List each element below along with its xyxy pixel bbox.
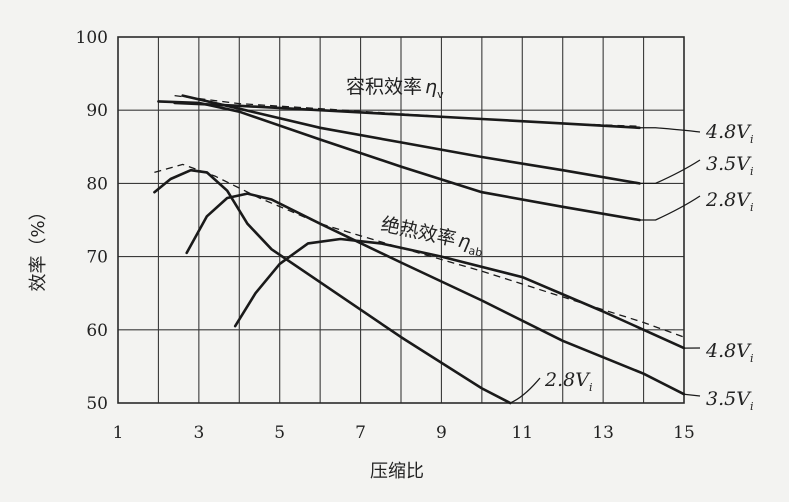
leader-line: [684, 394, 700, 396]
volumetric-annotation-text: 容积效率: [346, 76, 422, 98]
series-volumetric-4-8V: [175, 103, 640, 128]
series-label: 3.5Vi: [706, 153, 753, 178]
y-axis-title: 效率（%）: [28, 202, 49, 291]
series-label: 3.5Vi: [706, 388, 753, 413]
series-label-main: 2.8V: [544, 369, 591, 391]
series-label-sub: i: [589, 381, 593, 394]
series-label-main: 2.8V: [705, 189, 752, 211]
leader-line: [640, 196, 700, 220]
volumetric-annotation-sub: v: [437, 88, 444, 101]
x-tick-label: 3: [193, 423, 204, 443]
series-label-main: 3.5V: [706, 153, 752, 175]
leader-line: [510, 378, 540, 403]
series-label-sub: i: [750, 201, 754, 214]
leader-line: [640, 128, 700, 132]
series-label-main: 4.8V: [705, 121, 752, 143]
series-volumetric-2-8V: [158, 101, 639, 220]
y-tick-label: 90: [86, 101, 108, 121]
x-tick-label: 9: [436, 423, 447, 443]
x-tick-label: 11: [511, 423, 533, 443]
series-label-sub: i: [750, 133, 754, 146]
envelope-lines: [154, 96, 684, 338]
x-tick-label: 15: [673, 423, 695, 443]
series-label: 4.8Vi: [705, 121, 753, 146]
series-adiabatic-2-8V: [154, 170, 510, 403]
y-tick-label: 100: [76, 28, 108, 48]
y-tick-label: 60: [86, 321, 108, 341]
series-label-main: 3.5V: [706, 388, 752, 410]
series-label-main: 4.8V: [705, 340, 752, 362]
y-tick-label: 50: [86, 394, 108, 414]
x-tick-label: 7: [355, 423, 366, 443]
svg-text:绝热效率ηab: 绝热效率ηab: [378, 213, 486, 259]
y-tick-label: 80: [86, 174, 108, 194]
series-lines: [154, 96, 684, 403]
adiabatic-annotation-sub: ab: [467, 244, 483, 260]
series-label-sub: i: [750, 400, 754, 413]
series-label-sub: i: [750, 165, 754, 178]
x-tick-label: 1: [113, 423, 124, 443]
series-label-sub: i: [750, 352, 754, 365]
volumetric-annotation-symbol: η: [425, 76, 437, 98]
adiabatic-efficiency-annotation: 绝热效率ηab: [378, 213, 486, 259]
x-tick-label: 5: [274, 423, 285, 443]
leader-line: [640, 160, 700, 183]
series-label: 4.8Vi: [705, 340, 753, 365]
series-label: 2.8Vi: [544, 369, 592, 394]
series-label: 2.8Vi: [705, 189, 753, 214]
x-tick-label: 13: [592, 423, 614, 443]
x-axis-title: 压缩比: [370, 461, 424, 482]
series-adiabatic-4-8V: [235, 239, 684, 348]
label-leaders: [510, 128, 700, 403]
y-tick-label: 70: [86, 248, 108, 268]
